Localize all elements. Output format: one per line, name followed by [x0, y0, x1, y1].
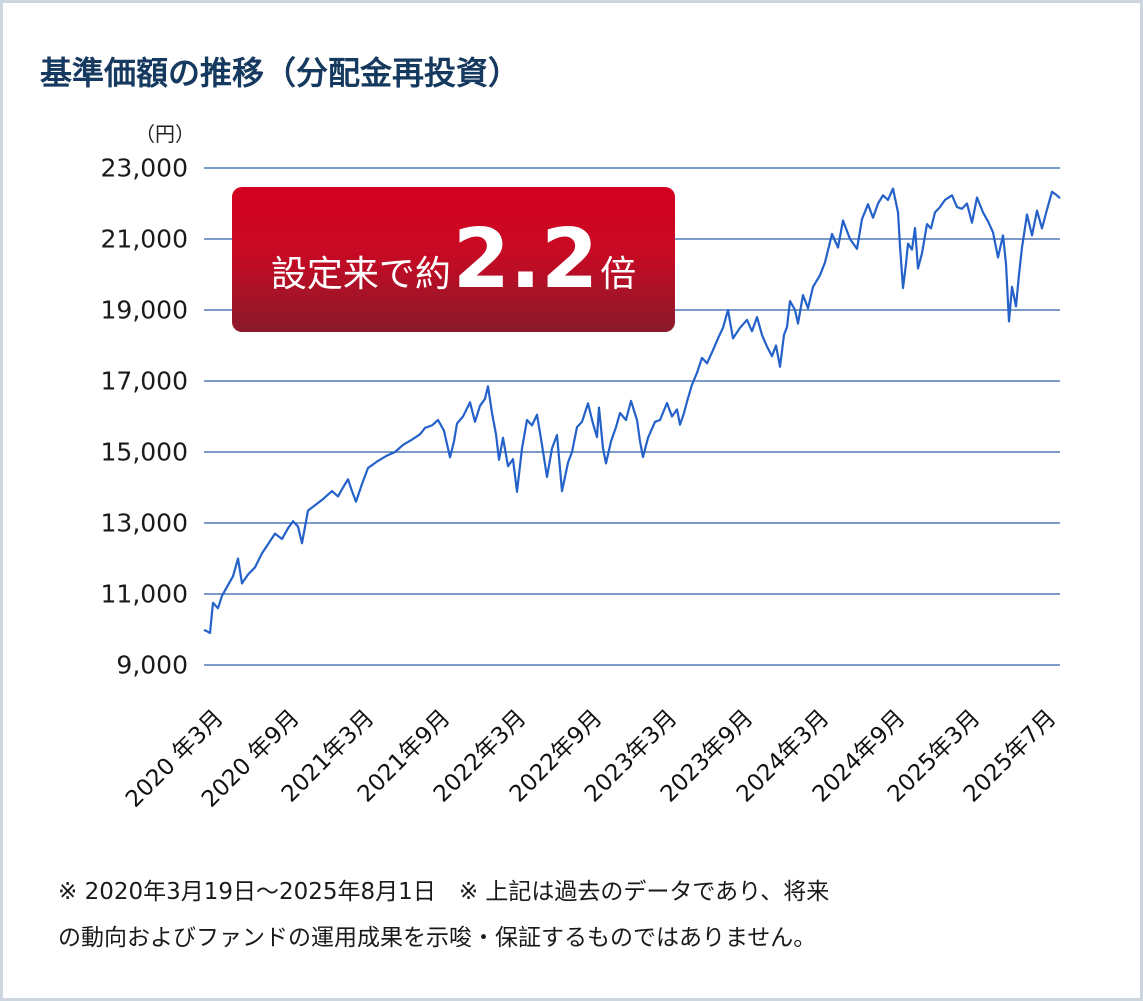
footnote-line-2: の動向およびファンドの運用成果を示唆・保証するものではありません。: [58, 925, 817, 951]
footnote-line-1: ※ 2020年3月19日～2025年8月1日 ※ 上記は過去のデータであり、将来: [58, 879, 830, 905]
y-tick-label: 17,000: [100, 366, 188, 396]
y-tick-label: 23,000: [100, 153, 188, 183]
y-tick-label: 19,000: [100, 295, 188, 325]
y-tick-label: 9,000: [116, 650, 188, 680]
badge-multiplier: 2.2: [452, 211, 599, 307]
y-axis-unit-label: （円）: [135, 122, 195, 146]
y-tick-label: 11,000: [100, 579, 188, 609]
y-tick-label: 15,000: [100, 437, 188, 467]
badge-suffix: 倍: [600, 253, 637, 295]
badge-prefix: 設定来で約: [270, 253, 451, 295]
y-tick-label: 21,000: [100, 224, 188, 254]
growth-badge: 設定来で約 2.2 倍: [232, 187, 675, 332]
y-tick-label: 13,000: [100, 508, 188, 538]
chart-title: 基準価額の推移（分配金再投資）: [40, 54, 521, 92]
nav-series-line: [203, 187, 1061, 635]
